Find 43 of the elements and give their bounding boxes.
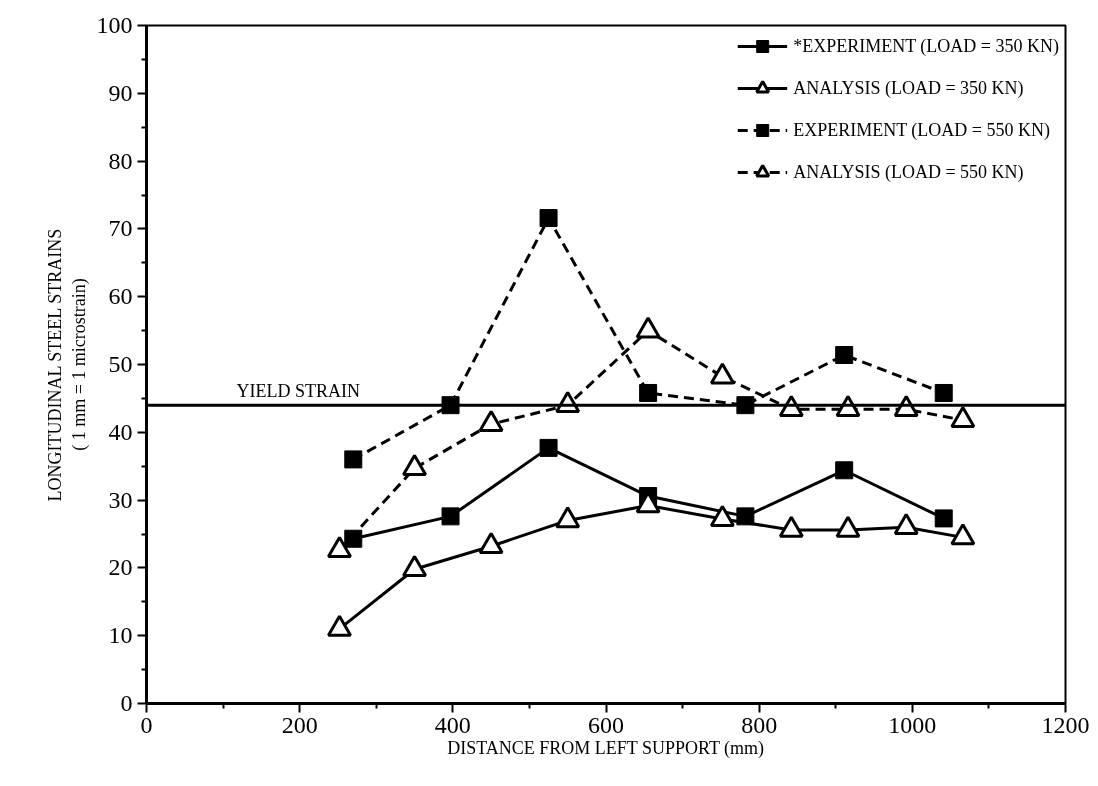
y-tick-label: 40	[108, 418, 133, 445]
x-axis-title: DISTANCE FROM LEFT SUPPORT (mm)	[447, 737, 765, 759]
point	[778, 515, 804, 538]
x-tick-label: 400	[434, 711, 471, 738]
legend-label: EXPERIMENT (LOAD = 550 KN)	[793, 119, 1050, 141]
x-tick-label: 0	[140, 711, 153, 738]
point	[893, 513, 919, 536]
point	[835, 515, 861, 538]
point	[402, 555, 428, 578]
x-tick-label: 200	[281, 711, 318, 738]
point	[950, 405, 976, 428]
point	[709, 362, 735, 385]
point	[709, 504, 735, 527]
point	[539, 209, 558, 228]
point	[402, 454, 428, 477]
x-tick-label: 600	[588, 711, 624, 738]
point	[478, 409, 504, 433]
y-tick-label: 70	[108, 215, 133, 242]
point	[639, 383, 658, 402]
y-tick-label: 20	[108, 554, 133, 581]
legend-label: ANALYSIS (LOAD = 550 KN)	[793, 161, 1024, 183]
y-tick-label: 80	[108, 147, 133, 174]
y-tick-label: 90	[108, 79, 133, 106]
y-axis-title: LONGITUDINAL STEEL STRAINS ( 1 mm = 1 microstrain)	[44, 228, 90, 502]
point	[555, 506, 581, 529]
y-tick-label: 100	[96, 12, 133, 38]
point	[326, 614, 352, 637]
point	[635, 316, 661, 339]
y-tick-label: 60	[108, 283, 133, 310]
x-tick-label: 1200	[1041, 711, 1090, 738]
legend-label: ANALYSIS (LOAD = 350 KN)	[793, 77, 1024, 99]
legend-label: *EXPERIMENT (LOAD = 350 KN)	[793, 35, 1059, 57]
point	[326, 536, 352, 559]
x-tick-label: 1000	[888, 711, 937, 738]
ref-line-label: YIELD STRAIN	[236, 381, 360, 402]
point	[950, 523, 976, 546]
y-tick-label: 50	[108, 351, 133, 377]
y-tick-label: 10	[108, 622, 133, 649]
y-tick-label: 30	[108, 486, 133, 513]
y-tick-label: 0	[120, 690, 133, 716]
x-tick-label: 800	[741, 711, 778, 738]
point	[478, 532, 504, 555]
point	[934, 383, 953, 402]
